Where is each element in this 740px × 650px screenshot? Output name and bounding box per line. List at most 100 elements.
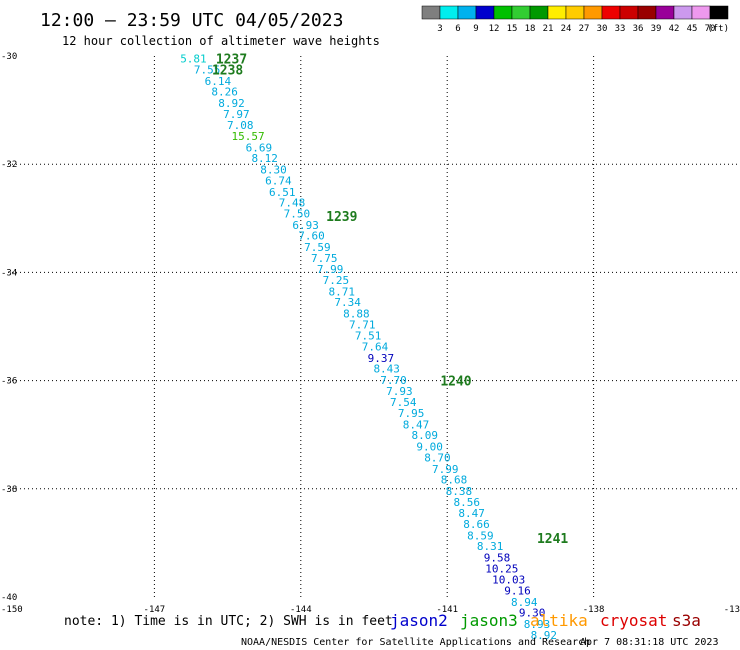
scale-swatch	[691, 5, 711, 20]
scale-swatch	[457, 5, 477, 20]
time-label: 1238	[212, 64, 243, 79]
x-tick-label: -13	[724, 605, 740, 615]
swh-value: 8.94	[511, 596, 538, 609]
swh-value: 7.97	[223, 108, 250, 121]
scale-label: 12	[489, 24, 500, 34]
swh-value: 8.56	[453, 496, 480, 509]
scale-swatch	[583, 5, 603, 20]
swh-value: 6.93	[292, 219, 319, 232]
chart-subtitle: 12 hour collection of altimeter wave hei…	[62, 34, 380, 48]
chart-title: 12:00 — 23:59 UTC 04/05/2023	[40, 10, 343, 31]
scale-label: 21	[543, 24, 554, 34]
swh-value: 9.30	[519, 607, 546, 620]
scale-swatch	[475, 5, 495, 20]
swh-value: 7.93	[386, 385, 413, 398]
swh-value: 7.95	[398, 407, 425, 420]
swh-value: 9.00	[416, 441, 443, 454]
scale-swatch	[439, 5, 459, 20]
swh-value: 9.16	[504, 585, 531, 598]
swh-value: 15.57	[232, 130, 265, 143]
y-tick-label: -32	[1, 160, 17, 170]
scale-swatch	[547, 5, 567, 20]
swh-value: 7.34	[334, 296, 361, 309]
swh-value: 8.70	[424, 451, 451, 464]
swh-value: 7.50	[284, 207, 311, 220]
swh-value: 8.93	[524, 618, 551, 631]
swh-value: 8.71	[329, 285, 356, 298]
scale-swatch	[619, 5, 639, 20]
satellite-label: altika	[530, 611, 588, 630]
swh-value: 7.59	[304, 241, 331, 254]
scale-swatch	[511, 5, 531, 20]
swh-value: 8.47	[403, 418, 430, 431]
scale-swatch	[709, 5, 729, 20]
satellite-legend: jason2 jason3 altika cryosat s3a	[390, 611, 701, 630]
scale-label: 33	[615, 24, 626, 34]
footer-timestamp: Apr 7 08:31:18 UTC 2023	[580, 637, 718, 648]
scale-label: 45	[687, 24, 698, 34]
x-tick-label: -144	[290, 605, 312, 615]
swh-value: 8.66	[463, 518, 490, 531]
scale-label: 30	[597, 24, 608, 34]
swh-value: 8.92	[218, 97, 245, 110]
swh-value: 8.68	[441, 474, 468, 487]
wave-height-values: 5.817.556.148.268.927.977.0815.576.698.1…	[180, 53, 557, 642]
swh-value: 7.48	[279, 197, 306, 210]
scale-label: 39	[651, 24, 662, 34]
x-tick-label: -147	[144, 605, 166, 615]
swh-value: 10.03	[492, 574, 525, 587]
scale-label: 6	[455, 24, 460, 34]
swh-value: 7.71	[349, 318, 376, 331]
swh-value: 8.43	[373, 363, 400, 376]
swh-value: 5.81	[180, 53, 207, 66]
swh-value: 8.09	[412, 429, 439, 442]
x-tick-label: -141	[436, 605, 458, 615]
y-tick-label: -30	[1, 52, 17, 62]
scale-swatch	[655, 5, 675, 20]
swh-value: 7.99	[432, 463, 459, 476]
swh-value: 6.74	[265, 174, 292, 187]
scale-label: 36	[633, 24, 644, 34]
x-tick-label: -150	[1, 605, 23, 615]
swh-value: 7.70	[380, 374, 407, 387]
scale-swatch	[637, 5, 657, 20]
time-label: 1240	[440, 375, 471, 390]
scale-swatch	[421, 5, 441, 20]
swh-value: 8.47	[458, 507, 485, 520]
swh-value: 7.60	[298, 230, 325, 243]
y-tick-label: -38	[1, 485, 17, 495]
time-label: 1241	[537, 532, 568, 547]
footer-note: note: 1) Time is in UTC; 2) SWH is in fe…	[64, 614, 393, 629]
swh-value: 9.37	[368, 352, 395, 365]
scale-swatch	[565, 5, 585, 20]
scale-label: 18	[525, 24, 536, 34]
swh-value: 6.69	[246, 141, 273, 154]
satellite-label: s3a	[672, 611, 701, 630]
scale-unit: (ft)	[707, 24, 729, 34]
scale-swatch	[493, 5, 513, 20]
swh-value: 7.54	[390, 396, 417, 409]
x-tick-label: -138	[583, 605, 605, 615]
satellite-label: cryosat	[600, 611, 667, 630]
swh-value: 8.59	[467, 529, 494, 542]
swh-value: 8.30	[260, 164, 287, 177]
swh-value: 8.26	[211, 86, 238, 99]
swh-value: 8.38	[446, 485, 473, 498]
y-tick-label: -40	[1, 593, 17, 603]
satellite-label: jason3	[460, 611, 518, 630]
time-label: 1237	[216, 53, 247, 68]
swh-value: 7.25	[323, 274, 350, 287]
scale-label: 24	[561, 24, 572, 34]
swh-value: 7.08	[227, 119, 254, 132]
swh-value: 8.92	[531, 629, 558, 642]
swh-value: 6.14	[205, 75, 232, 88]
scale-swatch	[529, 5, 549, 20]
scale-swatch	[673, 5, 693, 20]
footer-credit: NOAA/NESDIS Center for Satellite Applica…	[241, 637, 590, 648]
scale-label: 42	[669, 24, 680, 34]
swh-value: 6.51	[269, 186, 296, 199]
swh-value: 8.31	[477, 540, 504, 553]
swh-value: 7.99	[317, 263, 344, 276]
